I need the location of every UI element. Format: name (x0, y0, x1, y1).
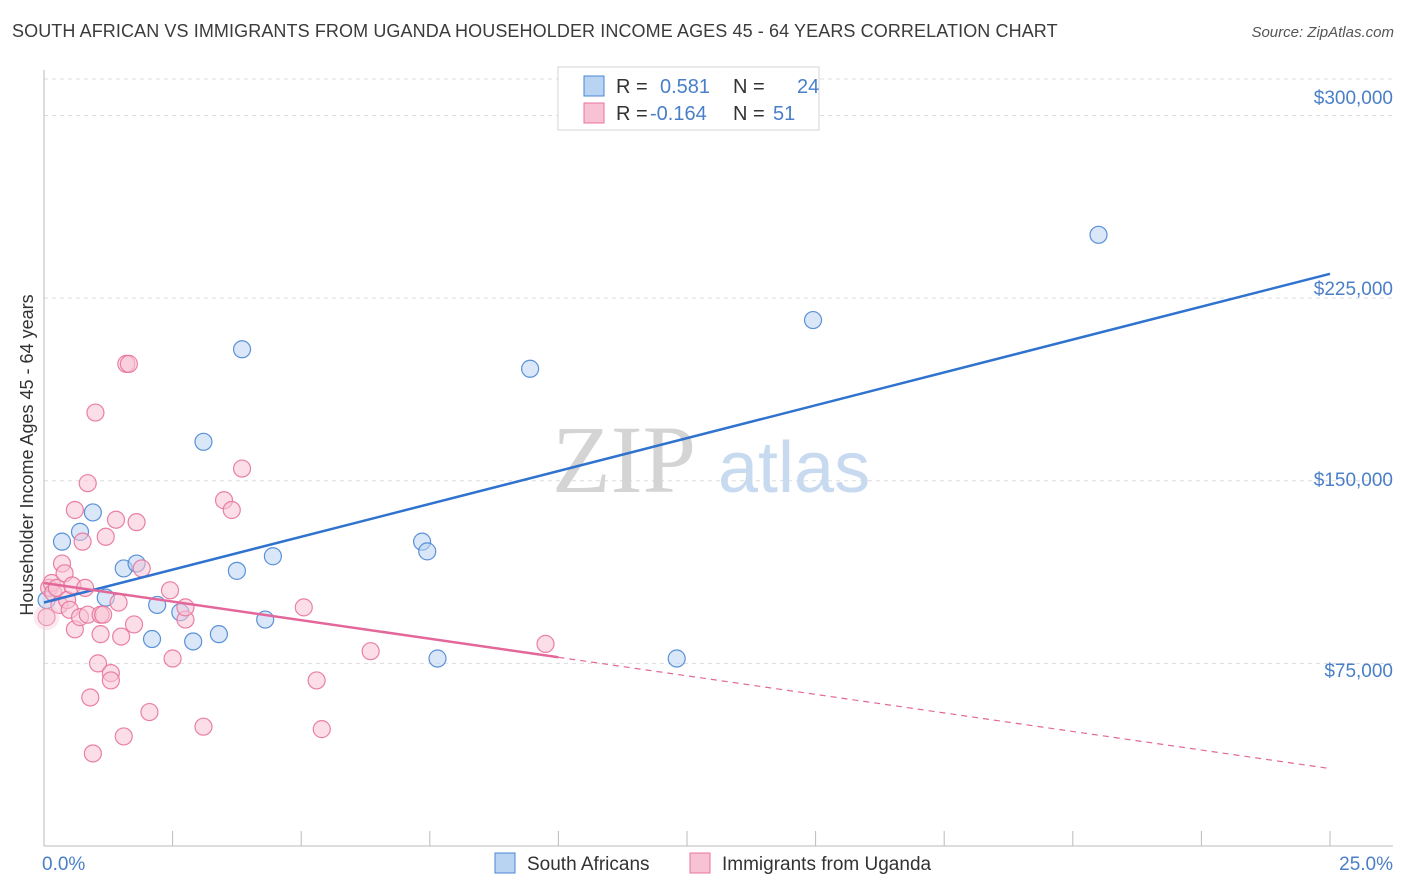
source-label: Source: ZipAtlas.com (1251, 24, 1394, 41)
uganda-point-18 (81, 688, 100, 707)
uganda-point-48 (312, 720, 331, 739)
uganda-point-19 (83, 744, 102, 763)
y-axis-label: Householder Income Ages 45 - 64 years (17, 294, 37, 615)
x-tick-label-max: 25.0% (1339, 854, 1393, 875)
south-african-point-12 (209, 625, 228, 644)
trend-lines (43, 272, 1331, 770)
south-african-point-22 (803, 310, 823, 330)
south-african-point-1 (52, 532, 72, 551)
south-african-point-20 (521, 359, 540, 378)
south-african-point-13 (227, 561, 246, 580)
uganda-point-27 (101, 671, 120, 690)
uganda-point-20 (86, 403, 105, 422)
grid-lines (44, 78, 1393, 664)
uganda-point-0 (37, 608, 56, 627)
south-african-point-14 (232, 340, 252, 359)
south-african-trend-line (43, 272, 1331, 604)
uganda-point-50 (536, 634, 555, 654)
y-tick-labels: $300,000 $225,000 $150,000 $75,000 (1314, 88, 1393, 682)
uganda-point-33 (119, 354, 138, 373)
south-african-point-7 (142, 629, 162, 649)
uganda-point-17 (78, 474, 97, 493)
series-legend: South Africans Immigrants from Uganda (494, 852, 932, 875)
uganda-point-47 (307, 671, 326, 690)
south-african-point-10 (184, 632, 203, 651)
uganda-point-31 (114, 727, 133, 746)
y-tick-label-75000: $75,000 (1324, 661, 1393, 682)
y-tick-label-150000: $150,000 (1314, 470, 1393, 491)
uganda-point-25 (96, 527, 115, 546)
uganda-point-38 (160, 581, 180, 600)
legend-r-value-1: 0.581 (660, 76, 710, 98)
south-african-point-16 (263, 547, 283, 566)
series-legend-label-uganda: Immigrants from Uganda (722, 854, 932, 875)
chart-title: SOUTH AFRICAN VS IMMIGRANTS FROM UGANDA … (12, 21, 1058, 41)
legend-n-value-1: 24 (797, 76, 819, 98)
legend-r-label-1: R = (616, 76, 648, 98)
uganda-point-11 (65, 500, 84, 520)
south-african-point-23 (1089, 225, 1108, 244)
south-african-point-21 (667, 649, 686, 668)
legend-n-label-1: N = (733, 76, 765, 98)
uganda-point-44 (222, 500, 241, 520)
uganda-trend-extension (558, 656, 1331, 770)
uganda-point-21 (88, 654, 108, 673)
legend-swatch-uganda (583, 102, 605, 124)
series-legend-label-south-africans: South Africans (527, 854, 650, 875)
watermark-atlas: atlas (718, 428, 870, 508)
legend-n-label-2: N = (733, 103, 765, 125)
uganda-point-49 (361, 642, 380, 661)
south-african-point-19 (428, 649, 447, 668)
south-african-point-18 (418, 542, 437, 561)
uganda-point-37 (140, 702, 159, 722)
series-legend-swatch-uganda (689, 852, 711, 874)
uganda-cluster-halo (33, 604, 60, 631)
uganda-point-30 (112, 627, 131, 646)
uganda-point-34 (124, 615, 144, 634)
uganda-point-29 (109, 593, 128, 612)
uganda-point-14 (73, 532, 92, 551)
uganda-point-36 (132, 559, 151, 578)
south-african-point-3 (83, 503, 102, 522)
x-tick-label-min: 0.0% (42, 854, 85, 875)
watermark-zip: ZIP (552, 406, 696, 513)
uganda-trend-line (43, 581, 559, 659)
legend-r-label-2: R = (616, 103, 648, 125)
y-tick-label-225000: $225,000 (1314, 279, 1393, 300)
uganda-point-39 (163, 649, 182, 668)
series-legend-swatch-south-africans (494, 852, 516, 874)
uganda-point-23 (91, 625, 110, 644)
y-tick-label-300000: $300,000 (1314, 88, 1393, 109)
legend-n-value-2: 51 (773, 103, 795, 125)
uganda-point-28 (106, 510, 126, 529)
uganda-point-42 (194, 717, 213, 736)
legend-r-value-2: -0.164 (650, 103, 707, 125)
uganda-point-24 (94, 605, 113, 624)
stats-legend: R = 0.581 N = 24 R = -0.164 N = 51 (557, 66, 820, 131)
x-axis-ticks (172, 831, 1331, 846)
uganda-point-35 (127, 513, 146, 532)
uganda-point-46 (294, 598, 313, 617)
uganda-point-45 (232, 459, 252, 478)
south-african-point-11 (194, 432, 213, 451)
legend-swatch-south-africans (583, 75, 605, 97)
